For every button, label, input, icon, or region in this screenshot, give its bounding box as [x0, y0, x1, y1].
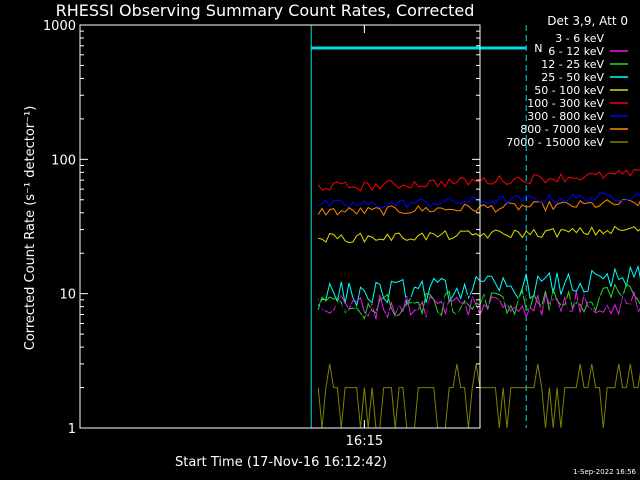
footer-date: 1-Sep-2022 16:56 — [573, 468, 636, 476]
plot-frame — [79, 24, 481, 429]
series-line — [317, 192, 640, 209]
legend-entry-label: 3 - 6 keV — [555, 32, 604, 45]
y-tick-label: 10 — [59, 288, 76, 303]
series-layer — [317, 168, 640, 429]
x-tick-label: 16:15 — [346, 434, 383, 449]
series-line — [318, 225, 640, 244]
legend-entry-label: 7000 - 15000 keV — [506, 136, 604, 149]
y-axis-label: Corrected Count Rate (s⁻¹ detector⁻¹) — [23, 106, 38, 351]
legend-entry-label: 800 - 7000 keV — [520, 123, 604, 136]
legend-entry-label: 100 - 300 keV — [527, 97, 604, 110]
y-tick-label: 100 — [51, 153, 76, 168]
y-tick-label: 1000 — [43, 19, 76, 34]
legend-entry-label: 25 - 50 keV — [541, 71, 604, 84]
series-line — [317, 363, 640, 429]
series-line — [317, 283, 640, 320]
legend-title: Det 3,9, Att 0 — [547, 14, 628, 28]
night-label: N — [534, 42, 542, 55]
legend-entry-label: 300 - 800 keV — [527, 110, 604, 123]
axes: 16:1516:3016:4517:0017:1517:3017:4511010… — [43, 19, 481, 449]
series-line — [317, 198, 640, 217]
series-line — [317, 291, 640, 320]
series-line — [317, 291, 640, 321]
series-line — [317, 264, 640, 308]
y-tick-label: 1 — [68, 422, 76, 437]
x-axis-label: Start Time (17-Nov-16 16:12:42) — [175, 455, 387, 470]
legend-entry-label: 6 - 12 keV — [548, 45, 604, 58]
annotation-layer: NS — [310, 25, 542, 428]
legend-entry-label: 12 - 25 keV — [541, 58, 604, 71]
chart-title: RHESSI Observing Summary Count Rates, Co… — [56, 1, 475, 20]
series-line — [317, 168, 640, 192]
legend-entry-label: 50 - 100 keV — [534, 84, 604, 97]
